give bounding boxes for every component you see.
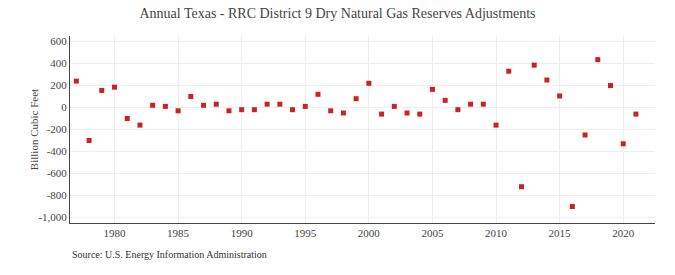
svg-text:600: 600: [50, 35, 67, 47]
svg-text:2010: 2010: [485, 227, 508, 239]
svg-text:Billion Cubic Feet: Billion Cubic Feet: [28, 89, 40, 170]
svg-text:400: 400: [50, 57, 67, 69]
svg-text:-800: -800: [47, 189, 68, 201]
svg-text:0: 0: [61, 101, 67, 113]
svg-text:2020: 2020: [612, 227, 635, 239]
svg-text:Annual Texas - RRC District 9: Annual Texas - RRC District 9 Dry Natura…: [139, 6, 535, 21]
svg-text:1995: 1995: [294, 227, 317, 239]
svg-text:200: 200: [50, 79, 67, 91]
svg-text:-200: -200: [47, 123, 68, 135]
svg-text:1990: 1990: [231, 227, 254, 239]
svg-text:2000: 2000: [358, 227, 381, 239]
svg-text:1980: 1980: [104, 227, 127, 239]
svg-text:2005: 2005: [421, 227, 444, 239]
svg-text:-1,000: -1,000: [38, 211, 67, 223]
svg-text:-400: -400: [47, 145, 68, 157]
svg-text:Source: U.S. Energy Informatio: Source: U.S. Energy Information Administ…: [72, 249, 267, 260]
svg-text:-600: -600: [47, 167, 68, 179]
svg-text:1985: 1985: [167, 227, 190, 239]
svg-text:2015: 2015: [549, 227, 572, 239]
